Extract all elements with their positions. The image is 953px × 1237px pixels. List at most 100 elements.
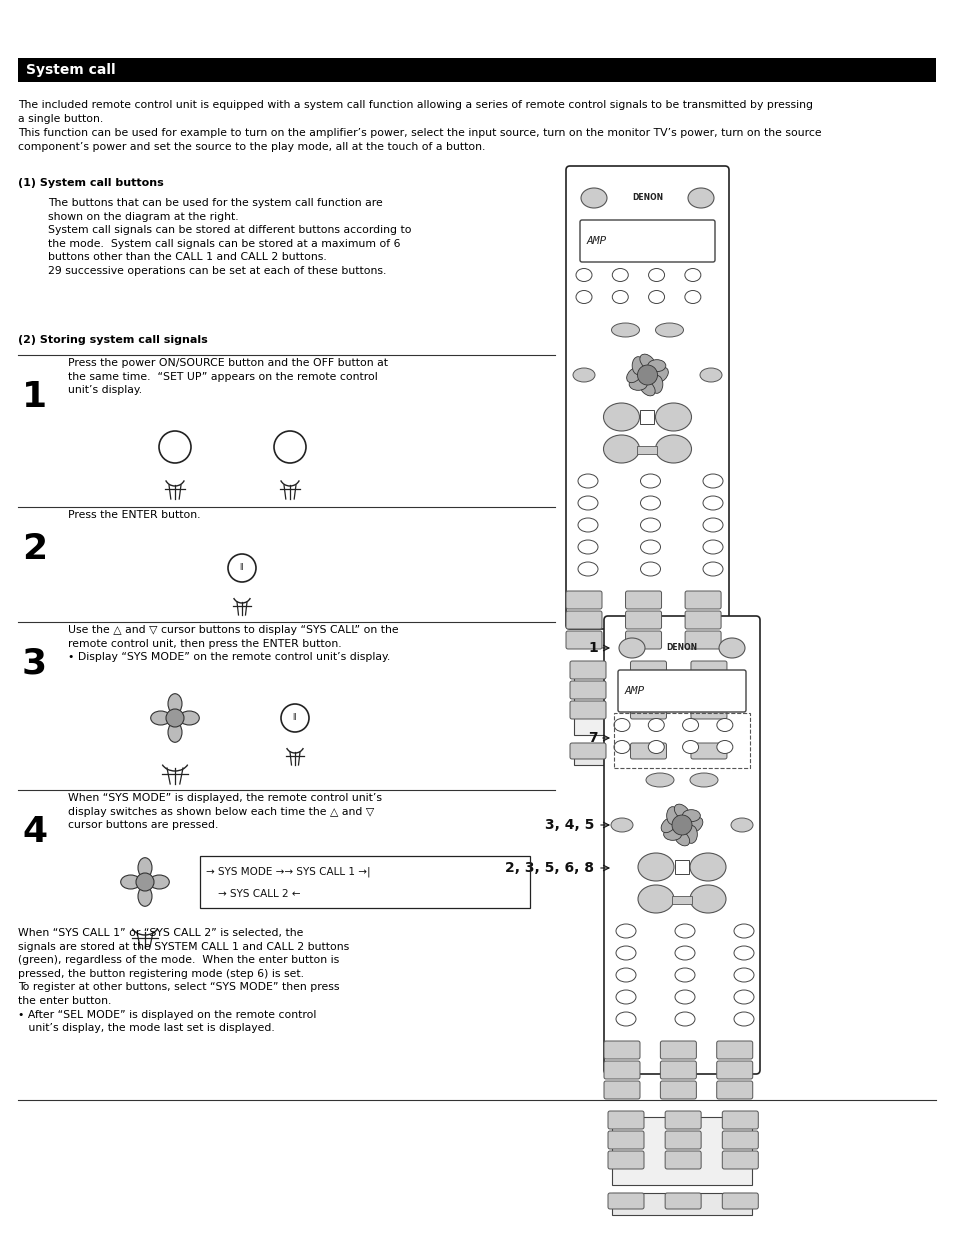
Ellipse shape — [614, 741, 629, 753]
Ellipse shape — [716, 741, 732, 753]
Ellipse shape — [639, 541, 659, 554]
Ellipse shape — [639, 496, 659, 510]
Ellipse shape — [618, 638, 644, 658]
Ellipse shape — [629, 379, 646, 391]
Text: 7: 7 — [588, 731, 598, 745]
FancyBboxPatch shape — [603, 1042, 639, 1059]
Text: → SYS CALL 2 ←: → SYS CALL 2 ← — [218, 889, 300, 899]
Ellipse shape — [578, 474, 598, 489]
FancyBboxPatch shape — [664, 1150, 700, 1169]
Ellipse shape — [639, 474, 659, 489]
Ellipse shape — [702, 541, 722, 554]
FancyBboxPatch shape — [664, 1131, 700, 1149]
FancyBboxPatch shape — [630, 701, 666, 719]
FancyBboxPatch shape — [569, 682, 605, 699]
FancyBboxPatch shape — [565, 611, 601, 628]
FancyBboxPatch shape — [603, 1061, 639, 1079]
Text: 1: 1 — [22, 380, 47, 414]
FancyBboxPatch shape — [630, 743, 666, 760]
Ellipse shape — [687, 818, 702, 833]
Text: 3, 4, 5: 3, 4, 5 — [544, 818, 594, 833]
Text: AMP: AMP — [586, 236, 607, 246]
Ellipse shape — [610, 818, 633, 833]
Ellipse shape — [689, 854, 725, 881]
FancyBboxPatch shape — [664, 1111, 700, 1129]
Ellipse shape — [689, 773, 718, 787]
Ellipse shape — [612, 268, 628, 282]
Ellipse shape — [578, 562, 598, 576]
Ellipse shape — [702, 518, 722, 532]
Text: 4: 4 — [22, 815, 47, 849]
Text: When “SYS MODE” is displayed, the remote control unit’s
display switches as show: When “SYS MODE” is displayed, the remote… — [68, 793, 381, 830]
Ellipse shape — [730, 818, 752, 833]
FancyBboxPatch shape — [618, 670, 745, 713]
Circle shape — [281, 704, 309, 732]
Ellipse shape — [648, 291, 664, 303]
Bar — [612, 1117, 751, 1185]
Ellipse shape — [681, 741, 698, 753]
Ellipse shape — [702, 496, 722, 510]
FancyBboxPatch shape — [607, 1192, 643, 1209]
FancyBboxPatch shape — [721, 1131, 758, 1149]
Text: 3: 3 — [22, 647, 47, 682]
FancyBboxPatch shape — [721, 1192, 758, 1209]
FancyBboxPatch shape — [603, 616, 760, 1074]
Text: 2: 2 — [22, 532, 47, 567]
Text: Press the ENTER button.: Press the ENTER button. — [68, 510, 200, 520]
Ellipse shape — [655, 323, 682, 336]
Circle shape — [671, 815, 691, 835]
Ellipse shape — [576, 268, 592, 282]
Bar — [639, 409, 654, 424]
Ellipse shape — [616, 969, 636, 982]
Ellipse shape — [578, 541, 598, 554]
Bar — [675, 860, 688, 875]
Ellipse shape — [149, 875, 169, 889]
Ellipse shape — [655, 403, 691, 430]
Ellipse shape — [614, 719, 629, 731]
Ellipse shape — [716, 719, 732, 731]
Text: DENON: DENON — [666, 643, 697, 652]
Ellipse shape — [684, 825, 697, 844]
Ellipse shape — [733, 924, 753, 938]
FancyBboxPatch shape — [690, 661, 726, 679]
Ellipse shape — [639, 381, 655, 396]
FancyBboxPatch shape — [721, 1150, 758, 1169]
Circle shape — [637, 365, 657, 385]
FancyBboxPatch shape — [721, 1111, 758, 1129]
Ellipse shape — [684, 291, 700, 303]
FancyBboxPatch shape — [579, 220, 714, 262]
FancyBboxPatch shape — [569, 743, 605, 760]
Ellipse shape — [639, 354, 655, 370]
Text: The included remote control unit is equipped with a system call function allowin: The included remote control unit is equi… — [18, 100, 812, 124]
Ellipse shape — [733, 1012, 753, 1025]
Ellipse shape — [578, 518, 598, 532]
Ellipse shape — [650, 375, 662, 393]
Ellipse shape — [666, 807, 678, 825]
Ellipse shape — [611, 323, 639, 336]
FancyBboxPatch shape — [684, 591, 720, 609]
Ellipse shape — [578, 496, 598, 510]
FancyBboxPatch shape — [569, 661, 605, 679]
FancyBboxPatch shape — [684, 611, 720, 628]
Text: This function can be used for example to turn on the amplifier’s power, select t: This function can be used for example to… — [18, 127, 821, 152]
Ellipse shape — [580, 188, 606, 208]
FancyBboxPatch shape — [684, 631, 720, 649]
Ellipse shape — [168, 694, 182, 714]
Ellipse shape — [616, 924, 636, 938]
FancyBboxPatch shape — [659, 1081, 696, 1098]
Ellipse shape — [576, 291, 592, 303]
Bar — [574, 667, 720, 735]
Text: → SYS MODE →→ SYS CALL 1 →|: → SYS MODE →→ SYS CALL 1 →| — [206, 867, 370, 877]
Ellipse shape — [648, 268, 664, 282]
Ellipse shape — [179, 711, 199, 725]
Bar — [612, 1192, 751, 1215]
Text: DENON: DENON — [631, 193, 662, 203]
Text: 1: 1 — [588, 641, 598, 656]
FancyBboxPatch shape — [716, 1042, 752, 1059]
FancyBboxPatch shape — [603, 1081, 639, 1098]
Ellipse shape — [719, 638, 744, 658]
Ellipse shape — [733, 969, 753, 982]
FancyBboxPatch shape — [569, 701, 605, 719]
Text: The buttons that can be used for the system call function are
shown on the diagr: The buttons that can be used for the sys… — [48, 198, 411, 276]
Ellipse shape — [675, 1012, 695, 1025]
